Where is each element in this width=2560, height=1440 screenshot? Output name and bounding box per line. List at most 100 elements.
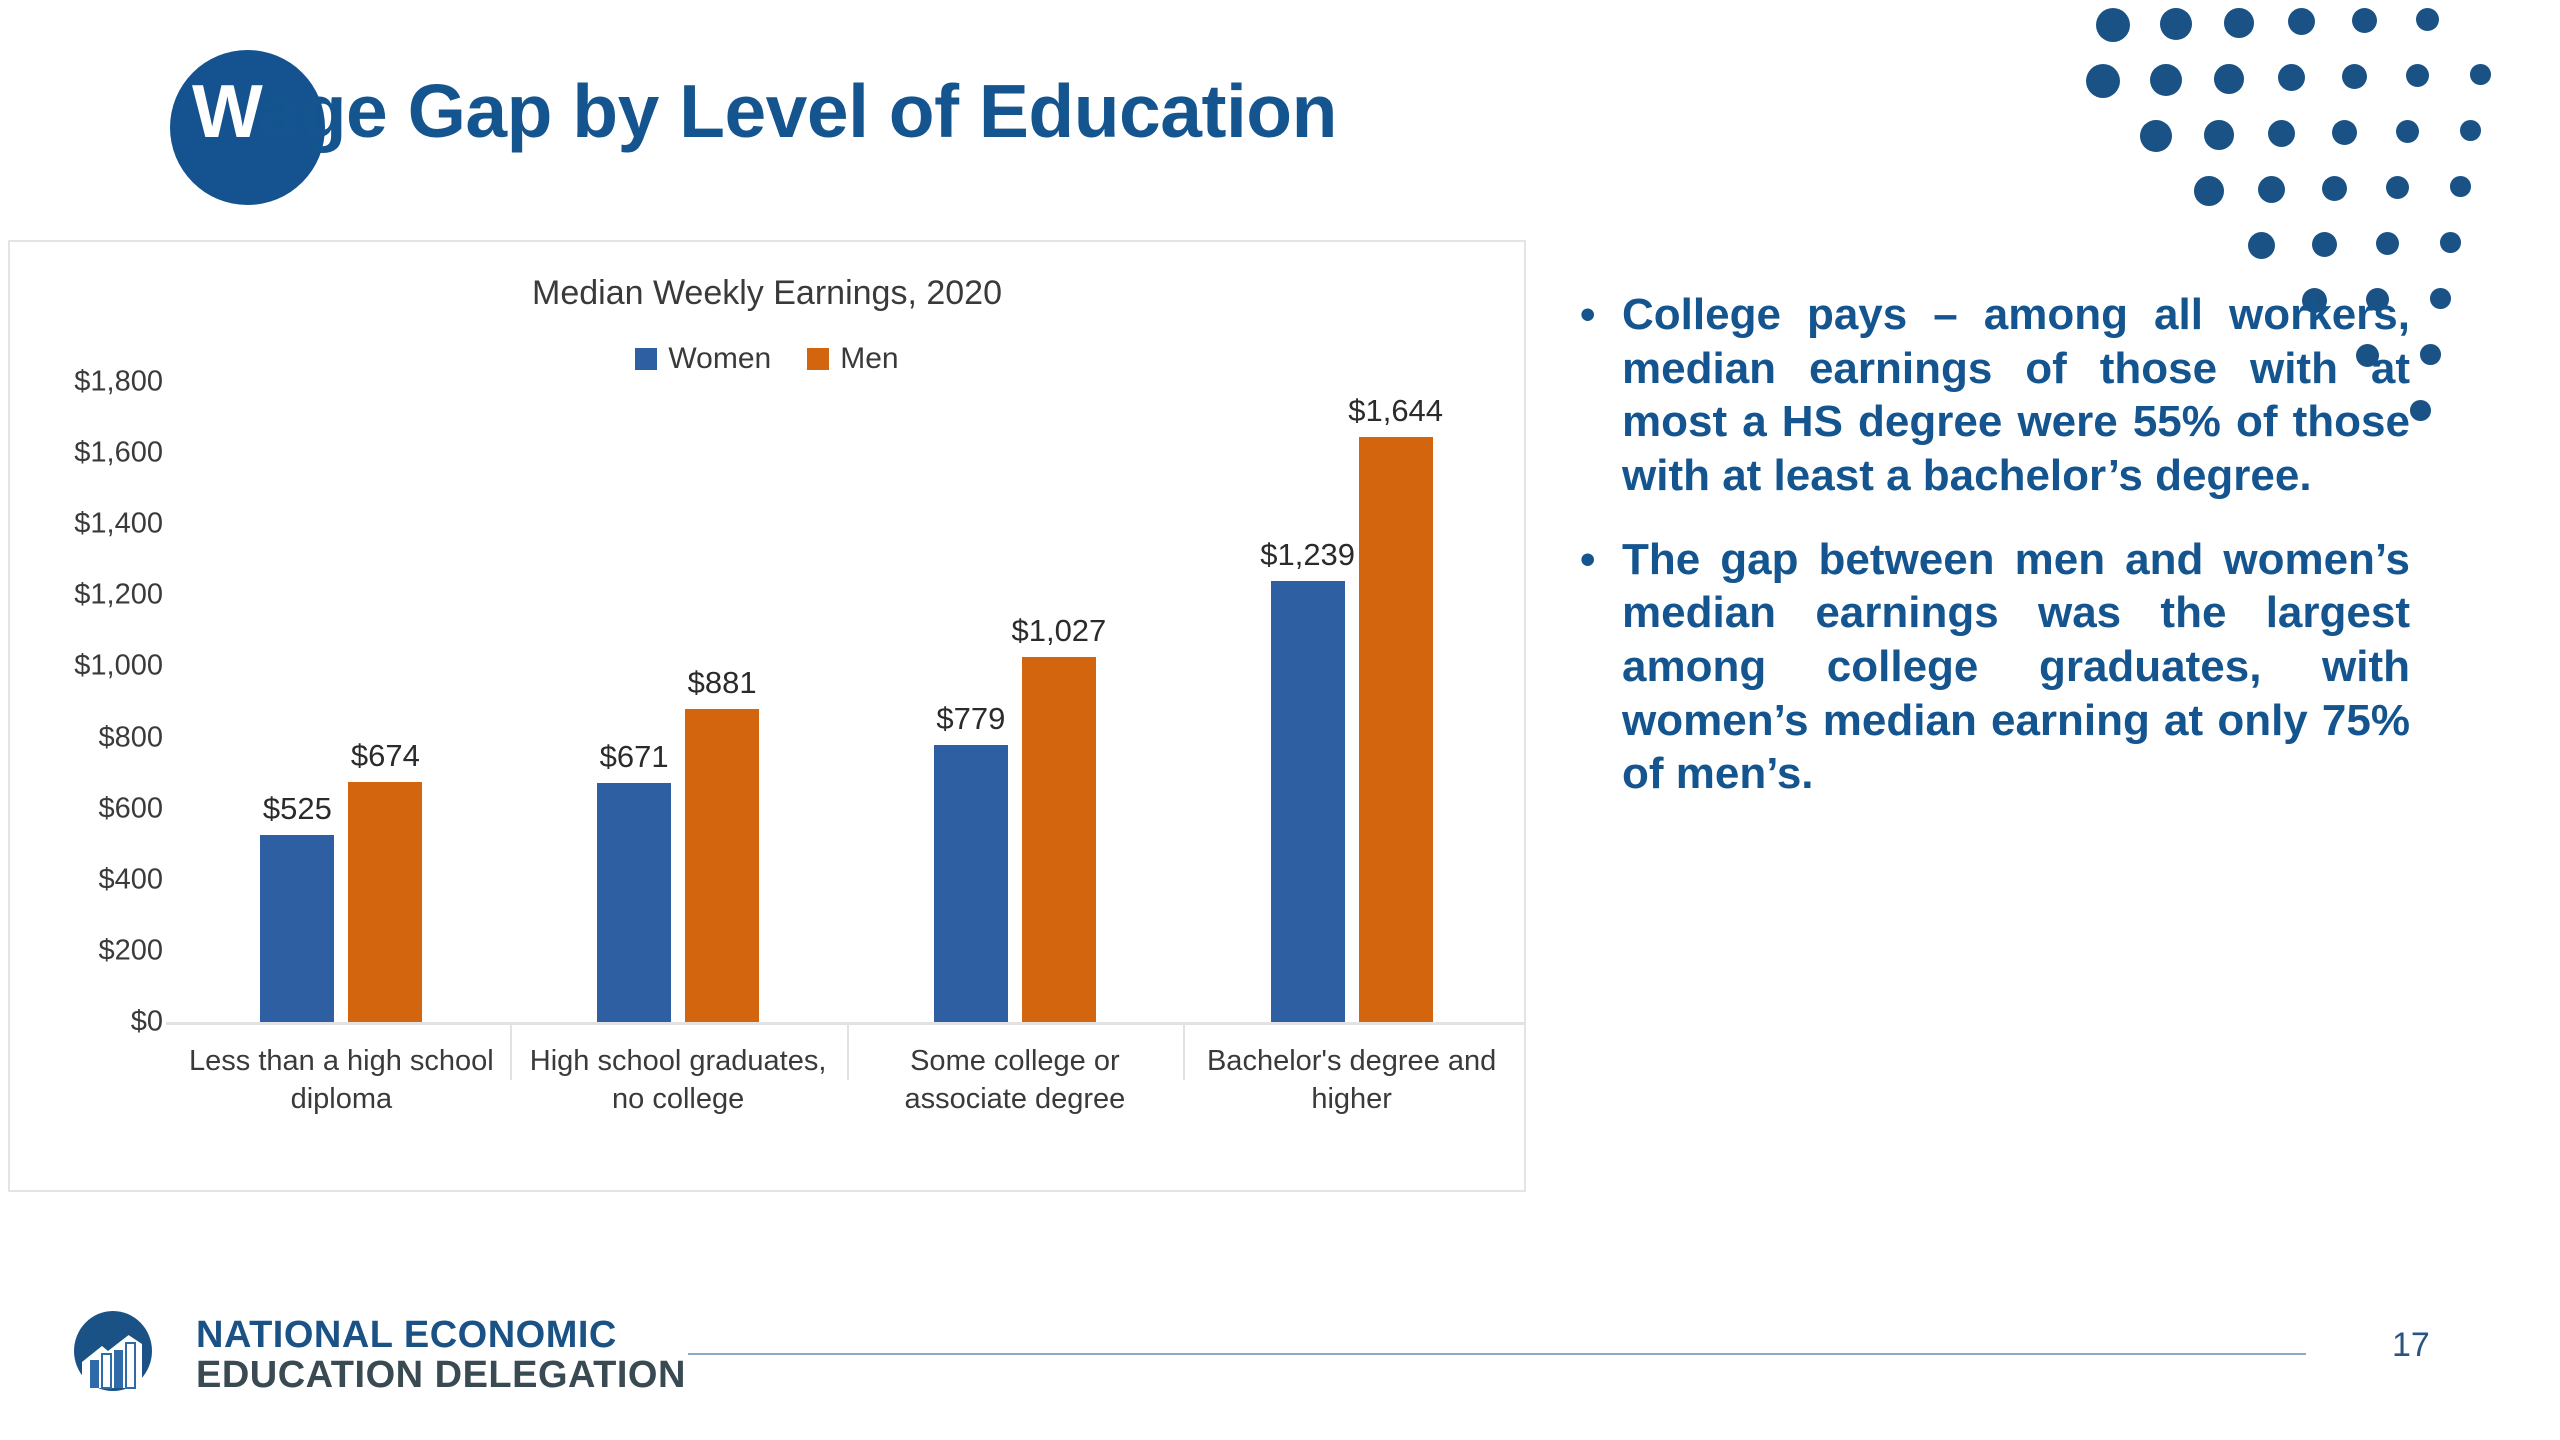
decorative-dot xyxy=(2332,120,2358,146)
decorative-dot xyxy=(2268,120,2296,148)
decorative-dot xyxy=(2440,232,2461,253)
logo-line-national-economic: NATIONAL ECONOMIC xyxy=(196,1314,617,1356)
y-axis-tick-label: $1,200 xyxy=(74,578,163,611)
list-item: • College pays – among all workers, media… xyxy=(1580,288,2410,503)
bar-women[interactable]: $1,239 xyxy=(1260,382,1355,1022)
chart-card: Median Weekly Earnings, 2020 Women Men $1… xyxy=(8,240,1526,1192)
bar-rect[interactable] xyxy=(1270,581,1345,1022)
bar-value-label: $779 xyxy=(936,701,1006,737)
chart-title: Median Weekly Earnings, 2020 xyxy=(532,274,1002,312)
y-axis-tick-label: $1,600 xyxy=(74,436,163,469)
page-title-rest: age Gap by Level of Education xyxy=(259,69,1338,153)
legend-entry-women: Women xyxy=(635,342,771,376)
logo-line-education-delegation: EDUCATION DELEGATION xyxy=(196,1354,686,1397)
bars-row: $525 $674 xyxy=(173,382,510,1022)
x-axis-group-separator xyxy=(846,1022,849,1080)
y-axis-tick-label: $1,000 xyxy=(74,649,163,682)
y-axis-tick-label: $600 xyxy=(98,792,163,825)
page-title: Wage Gap by Level of Education xyxy=(192,68,1337,154)
bar-group: $779 $1,027 Some college or associate degre… xyxy=(847,382,1184,1115)
decorative-dot xyxy=(2342,64,2368,90)
bar-men[interactable]: $1,644 xyxy=(1348,382,1443,1022)
bar-value-label: $525 xyxy=(262,791,332,827)
decorative-dot xyxy=(2420,344,2441,365)
x-axis-category-line: associate degree xyxy=(904,1083,1126,1116)
legend-label: Men xyxy=(840,342,899,375)
y-axis-tick-label: $400 xyxy=(98,863,163,896)
decorative-dot xyxy=(2096,8,2130,42)
decorative-dot xyxy=(2430,288,2451,309)
bar-value-label: $674 xyxy=(350,738,420,774)
y-axis-tick-label: $1,800 xyxy=(74,365,163,398)
bar-rect[interactable] xyxy=(933,745,1008,1022)
x-axis-category-label: Some college or associate degree xyxy=(850,1042,1180,1119)
footer-divider xyxy=(688,1353,2306,1355)
title-accent-circle xyxy=(170,50,325,205)
page-title-first-letter: W xyxy=(192,69,260,153)
bar-value-label: $1,644 xyxy=(1348,393,1444,429)
x-axis-category-line: diploma xyxy=(290,1083,393,1116)
bar-women[interactable]: $525 xyxy=(260,382,335,1022)
decorative-dot xyxy=(2386,176,2409,199)
x-axis-group-separator xyxy=(509,1022,512,1080)
bar-rect[interactable] xyxy=(597,783,672,1022)
y-axis-tick-label: $0 xyxy=(130,1005,163,1038)
bar-men[interactable]: $1,027 xyxy=(1011,382,1106,1022)
ned-logo-text: NATIONAL ECONOMIC EDUCATION DELEGATION xyxy=(196,1315,686,1396)
legend-entry-men: Men xyxy=(807,342,899,376)
bar-rect[interactable] xyxy=(260,835,335,1022)
decorative-dot xyxy=(2396,120,2419,143)
x-axis-group-separator xyxy=(1183,1022,1186,1080)
bar-women[interactable]: $779 xyxy=(933,382,1008,1022)
page-number: 17 xyxy=(2392,1326,2430,1364)
bar-rect[interactable] xyxy=(1358,437,1433,1022)
x-axis-category-label: High school graduates, no college xyxy=(513,1042,843,1119)
bar-rect[interactable] xyxy=(348,782,423,1022)
decorative-dot xyxy=(2410,400,2431,421)
x-axis-category-label: Less than a high school diploma xyxy=(176,1042,506,1119)
decorative-dot xyxy=(2416,8,2439,31)
bar-rect[interactable] xyxy=(685,708,760,1022)
decorative-dot xyxy=(2406,64,2429,87)
chart-legend: Women Men xyxy=(10,342,1524,376)
bar-men[interactable]: $674 xyxy=(348,382,423,1022)
x-axis-category-line: Bachelor's degree and xyxy=(1206,1045,1497,1077)
x-axis-category-line: High school graduates, xyxy=(529,1045,827,1077)
y-axis: $1,800 $1,600 $1,400 $1,200 $1,000 $800 $600 $4… xyxy=(13,366,163,1038)
legend-swatch-icon xyxy=(635,348,658,370)
decorative-dot xyxy=(2204,120,2234,150)
legend-swatch-icon xyxy=(807,348,830,370)
decorative-dot xyxy=(2278,64,2306,92)
decorative-dot xyxy=(2460,120,2481,141)
bullet-marker-icon: • xyxy=(1580,534,1596,584)
decorative-dot xyxy=(2312,232,2338,258)
bar-value-label: $1,239 xyxy=(1260,537,1356,573)
x-axis-category-label: Bachelor's degree and higher xyxy=(1187,1042,1517,1119)
bars-row: $671 $881 xyxy=(510,382,847,1022)
bar-women[interactable]: $671 xyxy=(597,382,672,1022)
bar-men[interactable]: $881 xyxy=(685,382,760,1022)
bar-value-label: $671 xyxy=(599,739,669,775)
x-axis-category-line: Some college or xyxy=(910,1045,1120,1077)
decorative-dot xyxy=(2150,64,2182,96)
decorative-dot xyxy=(2214,64,2244,94)
decorative-dot xyxy=(2194,176,2224,206)
decorative-dot xyxy=(2288,8,2316,36)
decorative-dot xyxy=(2376,232,2399,255)
x-axis-category-line: Less than a high school xyxy=(189,1045,494,1077)
bar-rect[interactable] xyxy=(1021,656,1096,1022)
bullet-marker-icon: • xyxy=(1580,290,1596,339)
decorative-dot xyxy=(2140,120,2172,152)
list-item: • The gap between men and women’s median … xyxy=(1580,533,2410,801)
bar-group: $1,239 $1,644 Bachelor's degree and higher xyxy=(1183,382,1520,1115)
decorative-dot xyxy=(2322,176,2348,202)
bullet-list: • College pays – among all workers, media… xyxy=(1580,288,2410,831)
bar-value-label: $1,027 xyxy=(1011,612,1107,648)
bullet-text: The gap between men and women’s median e… xyxy=(1622,534,2410,799)
legend-label: Women xyxy=(668,342,772,375)
bar-group: $671 $881 High school graduates, no college xyxy=(510,382,847,1116)
decorative-dot xyxy=(2352,8,2378,34)
decorative-dot xyxy=(2470,64,2491,85)
y-axis-tick-label: $800 xyxy=(98,721,163,754)
